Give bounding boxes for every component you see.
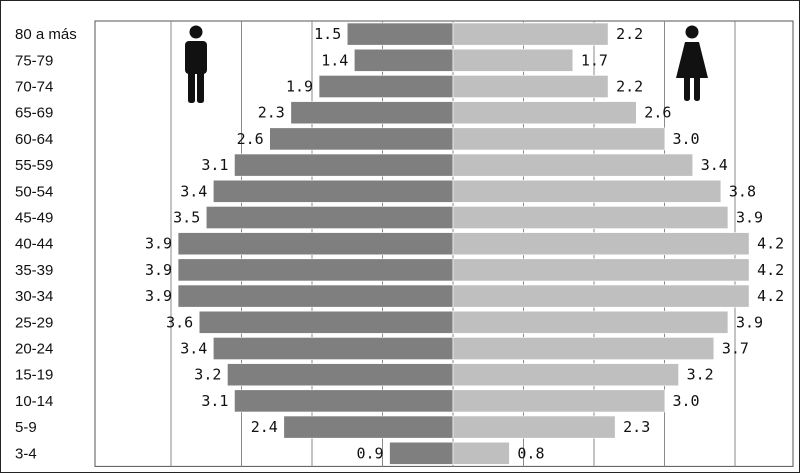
data-label-male: 2.3 (258, 104, 285, 122)
data-label-female: 2.6 (644, 104, 671, 122)
category-label: 75-79 (15, 52, 53, 69)
bar-male (205, 206, 454, 229)
data-label-female: 2.2 (616, 25, 643, 43)
bar-female (452, 48, 574, 72)
plot-area (94, 20, 794, 467)
category-label: 80 a más (15, 26, 77, 43)
bar-female (452, 284, 750, 308)
data-label-female: 3.9 (736, 313, 763, 331)
bar-male (177, 232, 454, 256)
data-label-female: 3.9 (736, 209, 763, 227)
data-label-male: 3.6 (166, 313, 193, 331)
bar-female (452, 206, 729, 229)
category-label: 3-4 (15, 445, 37, 462)
data-label-female: 3.8 (729, 182, 756, 200)
bar-female (452, 179, 722, 203)
bar-female (452, 389, 665, 413)
category-label: 70-74 (15, 79, 53, 96)
data-label-female: 1.7 (581, 51, 608, 69)
category-label: 65-69 (15, 105, 53, 122)
bar-male (283, 415, 454, 439)
bar-male (353, 48, 454, 72)
data-label-female: 3.7 (722, 340, 749, 358)
bar-female (452, 22, 609, 46)
data-label-male: 1.9 (286, 78, 313, 96)
category-label: 60-64 (15, 131, 53, 148)
bar-female (452, 232, 750, 256)
data-label-female: 4.2 (757, 261, 784, 279)
data-label-male: 3.4 (180, 340, 207, 358)
data-label-male: 3.9 (145, 261, 172, 279)
bar-female (452, 153, 693, 177)
data-label-male: 3.2 (194, 366, 221, 384)
bar-female (452, 101, 637, 125)
data-label-female: 0.8 (517, 444, 544, 462)
data-label-male: 3.1 (201, 392, 228, 410)
male-person-icon (185, 25, 207, 103)
data-label-female: 3.4 (701, 156, 728, 174)
category-label: 30-34 (15, 288, 53, 305)
bar-female (452, 441, 510, 465)
bar-female (452, 258, 750, 282)
bar-male (269, 127, 454, 151)
data-label-female: 2.3 (623, 418, 650, 436)
bar-male (290, 101, 454, 125)
category-label: 10-14 (15, 393, 53, 410)
category-label: 25-29 (15, 314, 53, 331)
bar-female (452, 363, 679, 387)
data-label-female: 3.2 (687, 366, 714, 384)
data-label-male: 3.9 (145, 287, 172, 305)
bar-male (346, 22, 454, 46)
bar-male (213, 337, 454, 360)
bar-female (452, 75, 609, 98)
data-label-male: 1.5 (314, 25, 341, 43)
bar-male (234, 389, 454, 413)
bar-male (227, 363, 454, 387)
data-label-female: 3.0 (673, 130, 700, 148)
data-label-male: 2.4 (251, 418, 278, 436)
bar-female (452, 337, 715, 360)
category-label: 55-59 (15, 157, 53, 174)
bar-male (389, 441, 454, 465)
category-label: 15-19 (15, 367, 53, 384)
data-label-male: 3.1 (201, 156, 228, 174)
bar-female (452, 415, 616, 439)
data-label-female: 4.2 (757, 235, 784, 253)
bar-male (177, 284, 454, 308)
category-label: 35-39 (15, 262, 53, 279)
data-label-female: 2.2 (616, 78, 643, 96)
data-label-male: 3.5 (173, 209, 200, 227)
bar-female (452, 127, 665, 151)
data-label-male: 0.9 (356, 444, 383, 462)
bar-male (213, 179, 454, 203)
category-label: 45-49 (15, 210, 53, 227)
category-label: 40-44 (15, 236, 53, 253)
bar-female (452, 310, 729, 334)
data-label-female: 3.0 (673, 392, 700, 410)
bar-male (234, 153, 454, 177)
bar-male (198, 310, 454, 334)
data-label-male: 3.4 (180, 182, 207, 200)
data-label-male: 1.4 (321, 51, 348, 69)
bar-male (177, 258, 454, 282)
data-label-male: 2.6 (237, 130, 264, 148)
category-label: 20-24 (15, 341, 53, 358)
data-label-male: 3.9 (145, 235, 172, 253)
category-label: 5-9 (15, 419, 37, 436)
female-person-icon (676, 25, 708, 101)
data-label-female: 4.2 (757, 287, 784, 305)
bar-male (318, 75, 454, 98)
category-label: 50-54 (15, 183, 53, 200)
